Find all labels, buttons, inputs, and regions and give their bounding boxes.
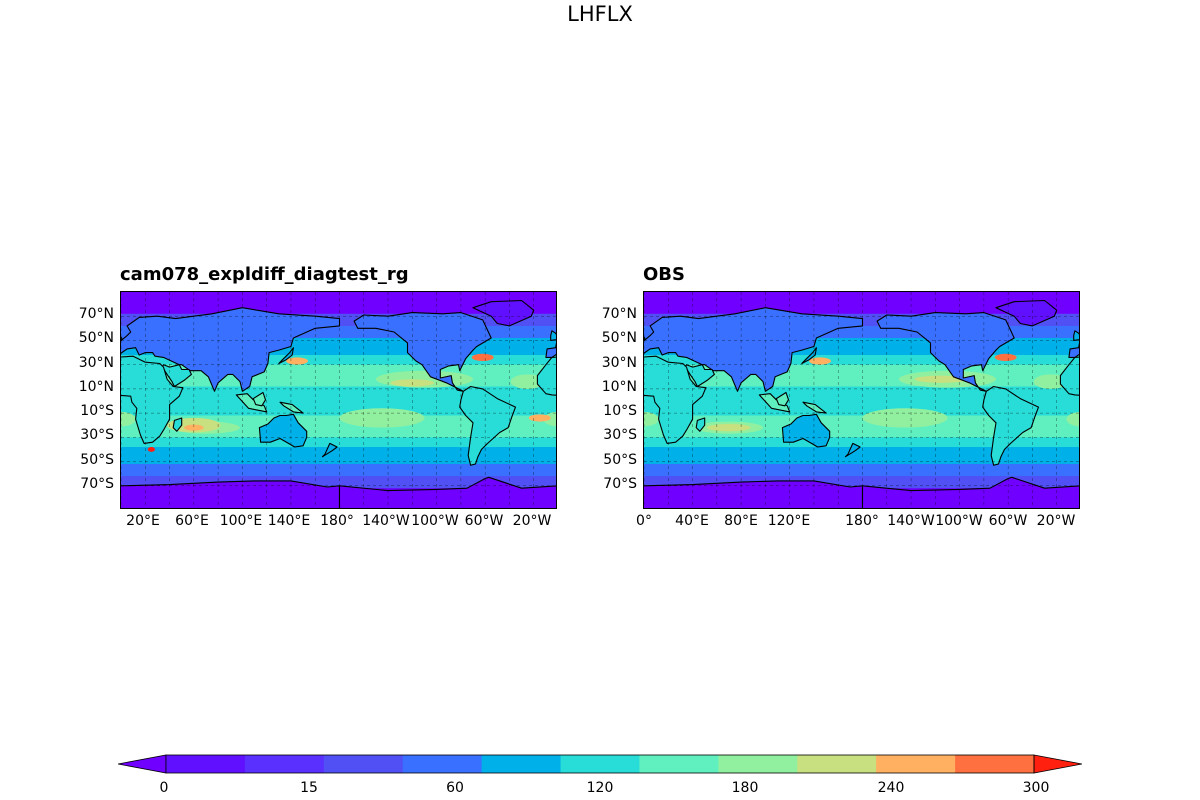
coastline-new-guinea [279,401,304,414]
colorbar-tick-label: 120 [586,780,614,796]
lon-tick-label: 20°W [1036,513,1076,529]
coastline-japan [278,347,294,365]
lon-tick-label: 80°E [724,513,758,529]
coastline-south-america [459,385,517,466]
coastline-greenland [995,299,1058,327]
coastline-japan [801,347,817,365]
colorbar-segment [244,755,325,773]
colorbar-tick-label: 15 [300,780,318,796]
lat-tick-label: 50°S [603,451,637,468]
lat-tick-label: 30°S [80,427,114,444]
lon-tick-label: 40°E [675,513,709,529]
lon-tick-label: 140°W [887,513,935,529]
coastline-uk [550,330,556,341]
colorbar-segment [718,755,798,773]
coastline-antarctica [861,476,1079,508]
model-map [120,291,557,509]
coastline-new-zealand [321,442,338,458]
colorbar-tick-label: 0 [159,780,169,796]
map-field [644,292,1079,508]
lon-tick-label: 20°E [126,513,160,529]
coastline-eurasia [644,307,864,392]
lat-tick-label: 10°N [601,378,637,395]
lon-tick-label: 120°E [767,513,811,529]
colorbar-segment [560,755,640,773]
lon-tick-label: 60°W [988,513,1028,529]
lat-tick-label: 70°S [603,475,637,492]
lat-tick-label: 30°N [601,354,637,371]
coastline-borneo [252,391,267,407]
coastline-indonesia [758,393,791,413]
map-field [121,292,556,508]
lon-tick-label: 100°E [219,513,263,529]
lon-tick-label: 140°E [267,513,311,529]
lon-tick-label: 60°W [464,513,504,529]
lat-tick-label: 70°S [80,475,114,492]
lat-tick-label: 10°N [78,378,114,395]
coastline-antarctica [338,476,556,508]
coastline-uk [644,336,646,340]
colorbar-segment [955,755,1035,773]
coastline-new-guinea [802,401,827,414]
colorbar-tick-label: 240 [877,780,905,796]
lat-tick-label: 50°N [78,330,114,347]
lat-tick-label: 30°N [78,354,114,371]
coastline-eurasia [121,307,341,392]
coastline-australia [781,413,831,448]
coastline-africa [536,356,556,396]
lon-tick-label: 100°W [411,513,459,529]
lat-tick-label: 70°N [601,306,637,323]
colorbar-segment [481,755,562,773]
coastline-uk [121,336,123,340]
colorbar-segment [402,755,483,773]
lat-tick-label: 50°S [80,451,114,468]
coastline-borneo [775,391,790,407]
model-panel-title: cam078_expldiff_diagtest_rg [120,264,409,285]
colorbar-segment [797,755,877,773]
coastline-north-america [353,312,492,392]
obs-map [643,291,1080,509]
obs-panel-title: OBS [643,264,685,285]
coastline-north-america [876,312,1015,392]
lon-tick-label: 140°W [362,513,410,529]
colorbar-extend-min [118,754,167,774]
coastline-australia [258,413,308,448]
coastline-uk [1073,330,1079,341]
figure-title: LHFLX [567,2,633,26]
coastline-indonesia [235,393,268,413]
coastline-eurasia [1068,342,1079,358]
coastline-greenland [472,299,535,327]
coastline-africa [121,355,184,444]
lat-tick-label: 10°S [603,403,637,420]
colorbar-segment [876,755,956,773]
lon-tick-label: 180° [320,513,354,529]
colorbar-segment [323,755,404,773]
colorbar [118,754,1082,774]
lat-tick-label: 30°S [603,427,637,444]
lon-tick-label: 60°E [175,513,209,529]
lon-tick-label: 100°W [935,513,983,529]
lon-tick-label: 0° [636,513,652,529]
coastline-south-america [982,385,1040,466]
lat-tick-label: 70°N [78,306,114,323]
lon-tick-label: 180° [845,513,879,529]
lon-tick-label: 20°W [512,513,552,529]
lat-tick-label: 10°S [80,403,114,420]
coastline-madagascar [695,417,706,432]
colorbar-segment [166,755,246,773]
coastline-africa [1059,356,1079,396]
coastline-new-zealand [844,442,861,458]
colorbar-extend-max [1033,754,1082,774]
colorbar-segment [639,755,719,773]
coastline-eurasia [545,342,556,358]
lat-tick-label: 50°N [601,330,637,347]
coastline-madagascar [172,417,183,432]
colorbar-tick-label: 300 [1022,780,1050,796]
colorbar-tick-label: 180 [731,780,759,796]
coastline-africa [644,355,707,444]
colorbar-tick-label: 60 [446,780,464,796]
